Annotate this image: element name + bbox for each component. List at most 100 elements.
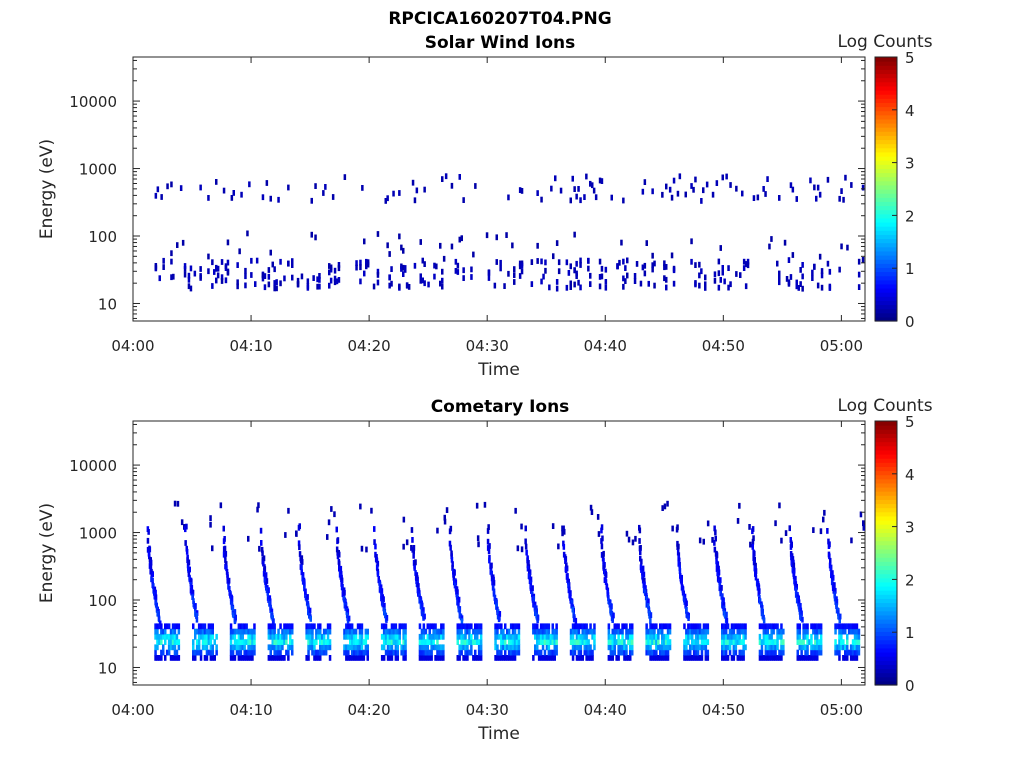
heatmap-cell [645, 633, 648, 640]
colorbar-segment [875, 217, 897, 223]
heatmap-cell [798, 633, 801, 640]
heatmap-cell [358, 628, 362, 635]
heatmap-cell [243, 655, 246, 661]
heatmap-cell [766, 644, 769, 651]
heatmap-cell [730, 633, 734, 640]
heatmap-cell [849, 649, 853, 656]
heatmap-cell [725, 617, 729, 624]
heatmap-cell [629, 623, 632, 630]
heatmap-cell [166, 183, 169, 190]
heatmap-cell [246, 230, 249, 237]
heatmap-cell [450, 556, 454, 563]
colorbar-segment [875, 631, 897, 637]
heatmap-cell [711, 191, 715, 198]
heatmap-cell [492, 590, 496, 597]
colorbar-segment [875, 676, 897, 682]
colorbar-segment [875, 482, 897, 488]
heatmap-cell [201, 644, 205, 651]
heatmap-cell [732, 628, 736, 635]
heatmap-cell [352, 639, 356, 645]
heatmap-cell [237, 644, 241, 651]
heatmap-cell [798, 644, 801, 651]
heatmap-cell [853, 633, 857, 640]
heatmap-cell [386, 633, 390, 640]
heatmap-cell [607, 628, 611, 635]
heatmap-cell [426, 655, 429, 661]
heatmap-cell [770, 649, 773, 656]
heatmap-cell [579, 284, 582, 291]
heatmap-cell [398, 283, 401, 290]
heatmap-cell [160, 649, 163, 656]
heatmap-cell [185, 523, 188, 530]
heatmap-cell [247, 655, 250, 661]
heatmap-cell [554, 175, 557, 182]
heatmap-cell [470, 274, 473, 280]
heatmap-cell [289, 628, 292, 635]
heatmap-cell [719, 245, 722, 251]
colorbar-tick-label: 4 [905, 466, 915, 484]
heatmap-cell [466, 655, 469, 661]
heatmap-cell [336, 553, 340, 560]
heatmap-cell [629, 644, 632, 651]
heatmap-cell [567, 582, 570, 589]
heatmap-cell [223, 545, 227, 552]
heatmap-cell [540, 278, 543, 285]
heatmap-cell [551, 623, 554, 630]
heatmap-cell [565, 284, 569, 291]
heatmap-cell [649, 612, 653, 618]
heatmap-cell [629, 639, 632, 645]
heatmap-cell [211, 545, 214, 552]
heatmap-cell [349, 628, 352, 635]
heatmap-cell [205, 639, 209, 645]
heatmap-cell [562, 540, 565, 547]
heatmap-cell [689, 649, 692, 656]
colorbar-segment [875, 123, 897, 128]
heatmap-cell [838, 644, 841, 651]
heatmap-cell [229, 623, 233, 630]
heatmap-cell [211, 644, 214, 651]
heatmap-cell [611, 628, 614, 635]
heatmap-cell [735, 185, 738, 192]
heatmap-cell [388, 251, 391, 257]
heatmap-cell [149, 559, 153, 566]
heatmap-cell [668, 186, 672, 193]
heatmap-cell [253, 623, 256, 630]
colorbar-segment [875, 197, 897, 202]
heatmap-cell [498, 649, 501, 656]
heatmap-cell [690, 238, 693, 245]
heatmap-cell [700, 198, 703, 204]
heatmap-cell [780, 537, 783, 544]
heatmap-cell [160, 194, 163, 200]
heatmap-cell [520, 546, 524, 553]
heatmap-cell [419, 277, 422, 284]
y-tick-label: 10000 [69, 93, 117, 111]
heatmap-cell [358, 639, 362, 645]
heatmap-cell [243, 639, 246, 645]
heatmap-cell [655, 633, 658, 640]
heatmap-cell [621, 649, 624, 656]
heatmap-cell [641, 569, 644, 576]
heatmap-cell [192, 644, 195, 651]
heatmap-cell [486, 545, 490, 551]
heatmap-cell [853, 655, 857, 661]
y-tick-label: 1000 [79, 161, 117, 179]
heatmap-cell [778, 628, 781, 635]
heatmap-cell [627, 628, 630, 635]
heatmap-cell [715, 566, 719, 572]
heatmap-cell [844, 623, 847, 630]
heatmap-cell [607, 639, 611, 645]
heatmap-cell [764, 628, 768, 635]
heatmap-cell [233, 633, 237, 640]
colorbar-segment [875, 275, 897, 281]
colorbar-segment [875, 594, 897, 599]
heatmap-cell [515, 639, 519, 645]
heatmap-cell [776, 644, 779, 651]
heatmap-cell [810, 649, 813, 656]
heatmap-cell [306, 278, 310, 285]
heatmap-cell [806, 623, 809, 630]
heatmap-cell [638, 527, 642, 534]
heatmap-cell [649, 644, 652, 651]
heatmap-cell [625, 530, 629, 537]
heatmap-cell [520, 262, 524, 269]
heatmap-cell [721, 633, 724, 640]
